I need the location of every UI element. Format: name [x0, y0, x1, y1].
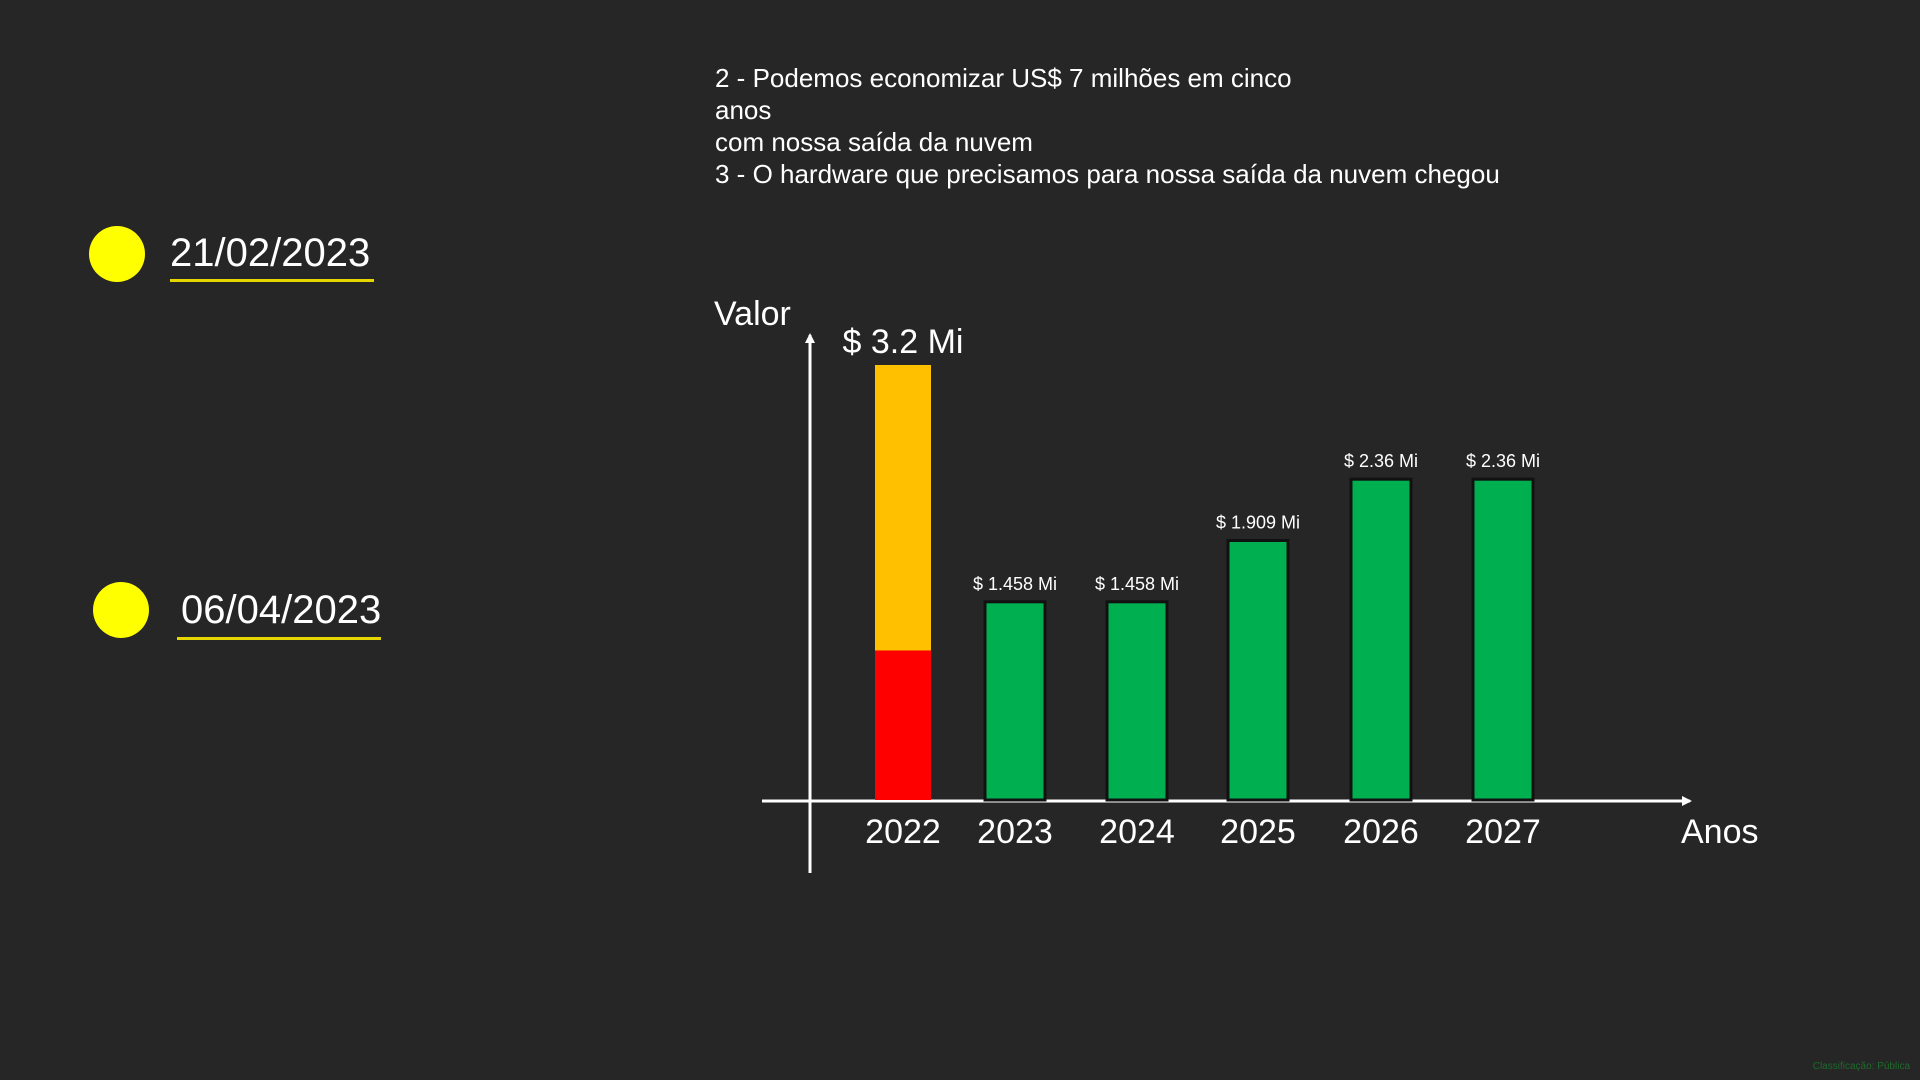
- timeline-underline: [177, 637, 381, 640]
- note-line: anos: [715, 95, 772, 125]
- bar-2022-orange-segment: [875, 365, 931, 651]
- y-axis-label: Valor: [714, 295, 791, 333]
- bar-2025: [1226, 538, 1290, 802]
- x-tick-label-2025: 2025: [1220, 813, 1296, 851]
- timeline-dot-icon: [89, 226, 145, 282]
- x-axis-label: Anos: [1681, 813, 1759, 851]
- data-label-2026: $ 2.36 Mi: [1344, 451, 1418, 471]
- timeline-date: 06/04/2023: [181, 588, 382, 632]
- bar-2024: [1105, 600, 1169, 802]
- note-line: 3 - O hardware que precisamos para nossa…: [715, 159, 1500, 189]
- x-tick-label-2027: 2027: [1465, 813, 1541, 851]
- bar-2022-red-segment: [875, 650, 931, 800]
- note-line: com nossa saída da nuvem: [715, 127, 1033, 157]
- bar-2026: [1349, 477, 1413, 802]
- data-label-2024: $ 1.458 Mi: [1095, 574, 1179, 594]
- timeline-underline: [170, 279, 374, 282]
- note-line: 2 - Podemos economizar US$ 7 milhões em …: [715, 63, 1292, 93]
- classification-watermark: Classificação: Pública: [1812, 1061, 1910, 1072]
- bar-2023: [983, 600, 1047, 802]
- data-label-2023: $ 1.458 Mi: [973, 574, 1057, 594]
- bars-group: $ 3.2 Mi 2022 $ 1.458 Mi 2023 $ 1.458 Mi 2024…: [843, 323, 1541, 851]
- timeline-date: 21/02/2023: [170, 231, 371, 275]
- x-tick-label-2024: 2024: [1099, 813, 1175, 851]
- bar-2027: [1471, 477, 1535, 802]
- data-label-2022: $ 3.2 Mi: [843, 323, 964, 361]
- notes-text: 2 - Podemos economizar US$ 7 milhões em …: [715, 62, 1695, 190]
- x-tick-label-2026: 2026: [1343, 813, 1419, 851]
- data-label-2025: $ 1.909 Mi: [1216, 512, 1300, 532]
- timeline-dot-icon: [93, 582, 149, 638]
- x-tick-label-2023: 2023: [977, 813, 1053, 851]
- data-label-2027: $ 2.36 Mi: [1466, 451, 1540, 471]
- x-tick-label-2022: 2022: [865, 813, 941, 851]
